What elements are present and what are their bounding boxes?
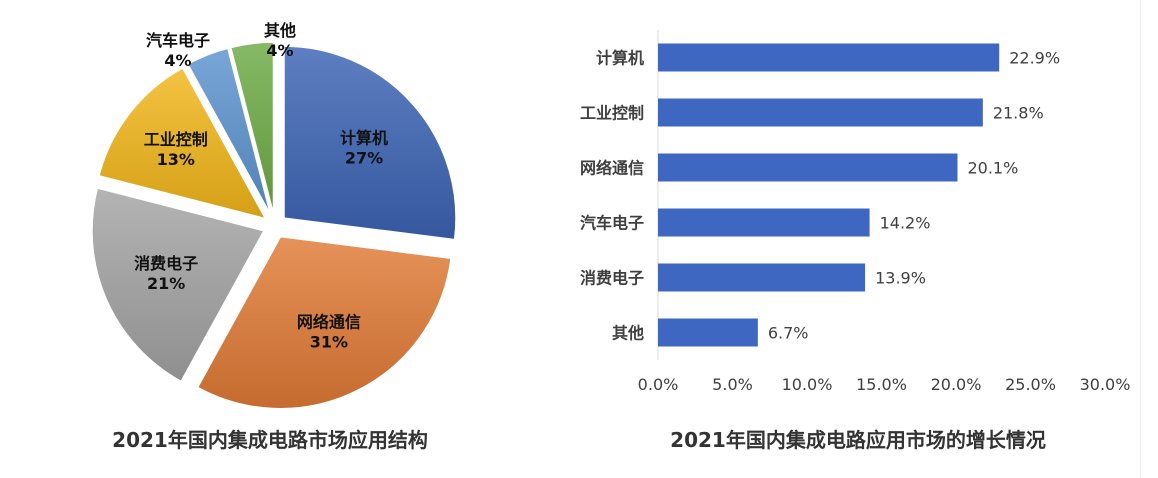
divider [1140, 0, 1141, 478]
pie-value-label: 21% [147, 274, 185, 293]
pie-slice [186, 47, 272, 216]
bar-category-label: 消费电子 [580, 269, 644, 288]
bar [658, 153, 958, 182]
bar-chart: 计算机 22.9% 工业控制 21.8% 网络通信 20.1% 汽车电子 14.2% 消费电子 1… [580, 30, 1130, 394]
bar-category-label: 汽车电子 [580, 214, 644, 233]
pie-category-label: 其他 [264, 21, 296, 40]
x-tick-label: 30.0% [1080, 375, 1131, 394]
x-tick-label: 0.0% [638, 375, 679, 394]
x-tick-label: 10.0% [782, 375, 833, 394]
pie-value-label: 4% [164, 51, 191, 70]
pie-slice [196, 235, 452, 410]
x-tick-label: 15.0% [856, 375, 907, 394]
pie-slice [91, 187, 266, 383]
bar [658, 43, 1000, 72]
bar-value-label: 21.8% [993, 104, 1044, 123]
pie-value-label: 13% [157, 150, 195, 169]
pie-value-label: 27% [345, 149, 383, 168]
bar-value-label: 20.1% [967, 159, 1018, 178]
bar-value-label: 13.9% [875, 269, 926, 288]
x-tick-label: 5.0% [712, 375, 753, 394]
bar-category-label: 其他 [612, 324, 644, 343]
bar [658, 263, 866, 292]
bar-chart-title: 2021年国内集成电路应用市场的增长情况 [670, 428, 1046, 452]
x-tick-label: 20.0% [931, 375, 982, 394]
bar-category-label: 工业控制 [580, 104, 644, 123]
bar [658, 318, 758, 347]
pie-slice [283, 45, 457, 241]
pie-category-label: 消费电子 [134, 254, 198, 273]
pie-slice [98, 66, 268, 220]
bar-value-label: 22.9% [1009, 49, 1060, 68]
pie-category-label: 工业控制 [144, 130, 208, 149]
pie-value-label: 4% [266, 41, 293, 60]
bar [658, 98, 983, 127]
pie-category-label: 计算机 [340, 129, 388, 148]
pie-slice [229, 41, 275, 215]
bar-value-label: 14.2% [880, 214, 931, 233]
pie-category-label: 网络通信 [297, 313, 361, 332]
bar [658, 208, 870, 237]
bar-category-label: 网络通信 [580, 159, 644, 178]
pie-value-label: 31% [310, 333, 348, 352]
bar-category-label: 计算机 [596, 49, 644, 68]
x-tick-label: 25.0% [1005, 375, 1056, 394]
pie-category-label: 汽车电子 [146, 31, 210, 50]
bar-value-label: 6.7% [768, 324, 809, 343]
pie-chart-title: 2021年国内集成电路市场应用结构 [112, 428, 428, 452]
